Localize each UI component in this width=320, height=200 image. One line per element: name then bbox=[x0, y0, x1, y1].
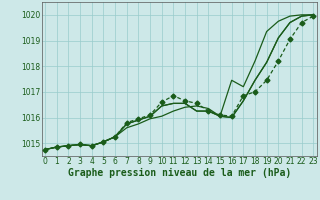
X-axis label: Graphe pression niveau de la mer (hPa): Graphe pression niveau de la mer (hPa) bbox=[68, 168, 291, 178]
